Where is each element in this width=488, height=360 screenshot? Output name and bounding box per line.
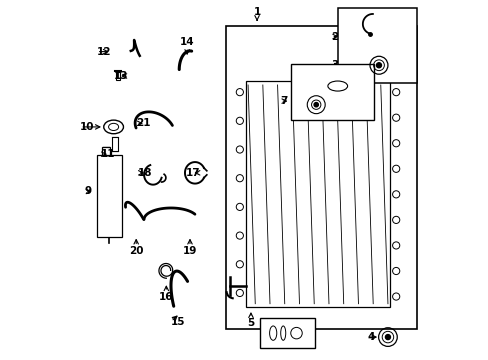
Text: 19: 19	[183, 246, 197, 256]
Text: 20: 20	[129, 246, 143, 256]
Text: 1: 1	[253, 7, 260, 17]
Bar	[116, 72, 120, 80]
Text: 6: 6	[265, 332, 272, 342]
Text: 7: 7	[280, 96, 287, 106]
Text: 9: 9	[85, 186, 92, 197]
Circle shape	[385, 334, 389, 339]
Bar	[112, 137, 117, 151]
Text: 15: 15	[171, 317, 185, 327]
Bar	[338, 8, 416, 83]
Text: 3: 3	[330, 60, 338, 70]
Bar	[246, 81, 389, 307]
Text: 14: 14	[180, 37, 194, 47]
Text: 11: 11	[101, 149, 115, 159]
Bar	[225, 26, 416, 329]
Text: 21: 21	[136, 118, 150, 128]
Text: 16: 16	[159, 292, 173, 302]
Bar	[102, 147, 110, 155]
Bar	[290, 64, 373, 120]
Bar	[259, 319, 314, 348]
Circle shape	[313, 103, 318, 107]
Text: 10: 10	[80, 122, 95, 132]
Text: 12: 12	[97, 46, 111, 57]
Text: 4: 4	[366, 332, 374, 342]
Text: 13: 13	[113, 71, 128, 81]
Text: 17: 17	[186, 168, 201, 178]
Text: 2: 2	[330, 32, 338, 41]
Text: 18: 18	[137, 168, 152, 178]
Text: 8: 8	[325, 81, 333, 91]
Bar	[97, 155, 122, 237]
Text: 5: 5	[247, 318, 254, 328]
Circle shape	[376, 63, 381, 68]
